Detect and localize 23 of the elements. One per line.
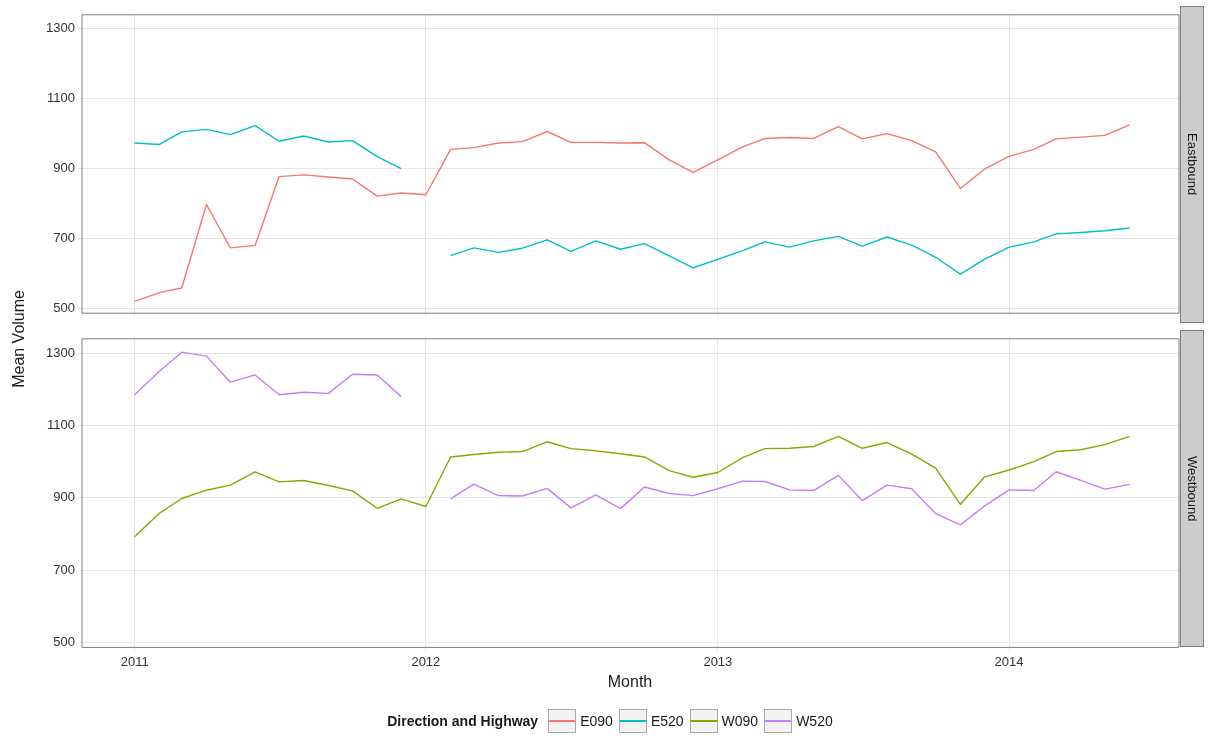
x-tick-label: 2011 [120,653,149,669]
y-tick-label: 900 [53,489,75,505]
y-tick-label: 1100 [47,90,75,106]
x-tick-label: 2014 [994,653,1024,669]
text: Westbound [1184,455,1200,522]
y-tick-label: 1300 [46,20,75,36]
x-axis-title: Month [606,673,654,691]
x-tick-label: 2012 [411,653,441,669]
y-tick-label: 700 [53,230,75,245]
y-tick-label: 700 [53,561,75,577]
legend-label: W090 [721,713,759,729]
legend-label: E520 [650,713,684,729]
y-tick-label: 900 [53,160,75,176]
legend-label: E090 [580,713,613,729]
legend-title: Direction and Highway [387,713,539,729]
legend-label: W520 [796,713,833,729]
y-axis-title: Mean Volume [10,289,28,388]
y-tick-label: 1300 [46,344,75,360]
y-tick-label: 1100 [47,417,75,433]
text: Eastbound [1184,133,1200,196]
x-tick-label: 2013 [703,653,733,669]
y-tick-label: 500 [53,633,75,649]
y-tick-label: 500 [53,299,75,315]
